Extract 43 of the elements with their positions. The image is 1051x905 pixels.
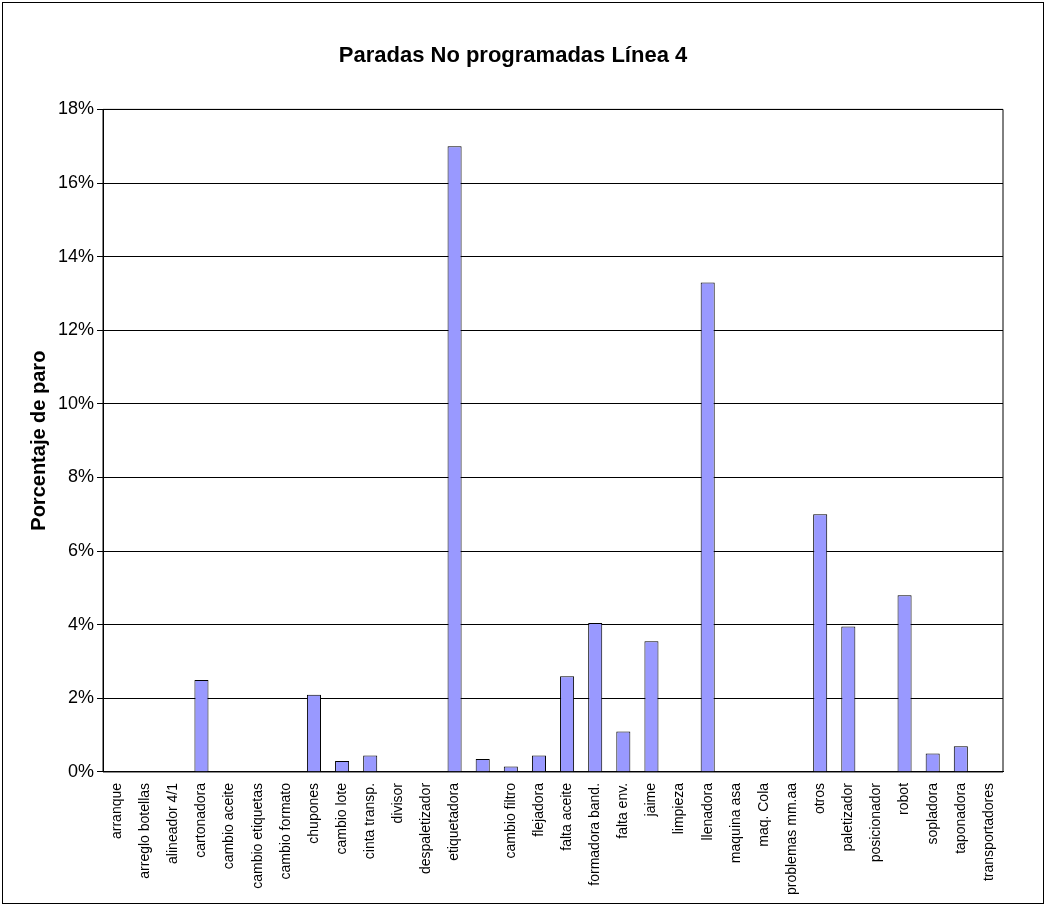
x-tick-label: cambio filtro [501,782,518,859]
x-tick-label: arranque [107,782,124,840]
y-tick-label: 10% [58,392,95,413]
x-tick-label: problemas mm.aa [782,782,799,896]
chart-title: Paradas No programadas Línea 4 [338,42,688,68]
x-tick-label: flejadora [529,782,546,837]
y-tick-label: 12% [58,319,95,340]
y-tick-label: 8% [68,466,95,487]
x-tick-label: alineador 4/1 [164,782,181,864]
x-tick-label: falta env. [614,782,631,839]
y-tick-label: 14% [58,245,95,266]
x-tick-label: cambio formato [276,782,293,880]
x-tick-label: despaletizador [417,782,434,875]
y-axis-title: Porcentaje de paro [26,350,49,531]
x-tick-label: arreglo botellas [136,782,153,879]
y-tick-label: 6% [68,540,95,561]
x-tick-label: formadora band. [586,782,603,886]
x-tick-label: otros [811,782,828,815]
y-tick-label: 0% [68,760,95,781]
x-tick-label: cambio etiquetas [248,782,265,889]
x-tick-label: etiquetadora [445,782,462,861]
x-tick-label: robot [895,782,912,815]
x-tick-label: paletizador [839,782,856,852]
x-tick-label: cinta transp. [361,782,378,860]
x-tick-label: cambio lote [332,782,349,855]
x-tick-label: cartonadora [192,782,209,858]
x-tick-label: posicionador [867,782,884,863]
y-tick-label: 18% [58,98,95,119]
x-tick-label: divisor [389,782,406,824]
x-tick-label: transportadores [979,782,996,882]
x-tick-label: maquina asa [726,782,743,864]
x-tick-label: taponadora [951,782,968,854]
x-tick-label: sopladora [923,782,940,845]
y-tick-label: 2% [68,687,95,708]
x-tick-label: llenadora [698,782,715,841]
y-tick-label: 16% [58,171,95,192]
x-tick-label: falta aceite [557,782,574,851]
x-tick-label: limpieza [670,782,687,835]
x-tick-label: jaime [642,782,659,818]
x-tick-label: maq. Cola [754,782,771,847]
y-tick-label: 4% [68,613,95,634]
x-tick-label: cambio aceite [220,782,237,870]
x-tick-label: chupones [304,782,321,844]
